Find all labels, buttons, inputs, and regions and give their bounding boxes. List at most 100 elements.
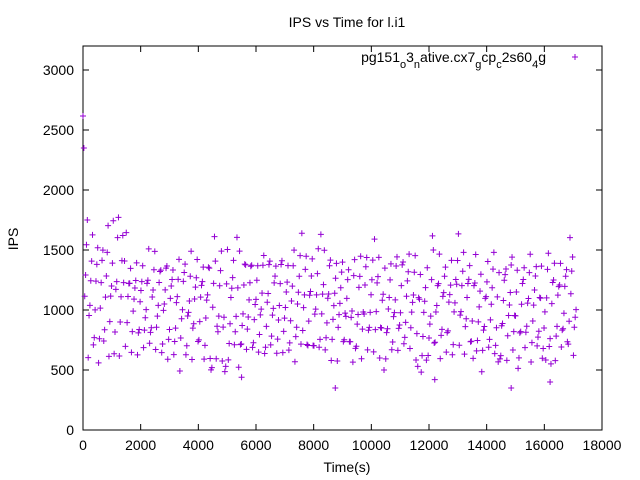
data-point [420, 309, 427, 316]
data-point [227, 320, 234, 327]
data-point [552, 357, 559, 364]
data-point [416, 296, 423, 303]
data-point [516, 329, 523, 336]
x-axis-ticks: 0 2000 4000 6000 8000 10000 12000 14000 16000 180… [79, 46, 622, 453]
data-point [279, 349, 286, 356]
data-point [99, 247, 106, 254]
data-point [129, 328, 136, 335]
data-point [150, 286, 157, 293]
data-point [170, 351, 177, 358]
data-point [386, 294, 393, 301]
data-point [336, 300, 343, 307]
data-point [314, 270, 321, 277]
data-point [80, 113, 86, 120]
data-point [370, 348, 377, 355]
data-point [451, 299, 458, 306]
data-point [406, 251, 413, 258]
data-point [304, 342, 311, 349]
data-point [304, 341, 311, 348]
data-point [374, 273, 381, 280]
data-point [195, 336, 202, 343]
data-point [456, 342, 463, 349]
data-point [145, 245, 152, 252]
data-point [238, 340, 245, 347]
data-point [291, 247, 298, 254]
data-point [234, 284, 241, 291]
data-point [394, 347, 401, 354]
data-point [490, 266, 497, 273]
data-point [291, 358, 298, 365]
data-point [499, 320, 506, 327]
data-point [102, 294, 109, 301]
data-point [247, 263, 254, 270]
legend-subscript: c [496, 59, 502, 71]
data-point [392, 296, 399, 303]
data-point [568, 268, 575, 275]
data-point [175, 276, 182, 283]
data-point [369, 257, 376, 264]
data-point [137, 287, 144, 294]
data-point [408, 309, 415, 316]
data-point [87, 277, 94, 284]
data-point [131, 296, 138, 303]
data-point [220, 314, 227, 321]
data-point [359, 326, 366, 333]
data-point [211, 233, 218, 240]
data-point [355, 284, 362, 291]
data-point [308, 272, 315, 279]
data-point [391, 309, 398, 316]
data-point [174, 293, 181, 300]
data-point [495, 358, 502, 365]
data-point [176, 256, 183, 263]
data-point [233, 313, 240, 320]
data-point [273, 350, 280, 357]
y-tick-label: 1000 [43, 302, 74, 318]
data-point [171, 338, 178, 345]
data-point [214, 323, 221, 330]
data-point [106, 318, 113, 325]
data-point [461, 351, 468, 358]
data-point [118, 293, 125, 300]
data-point [435, 280, 442, 287]
data-point [322, 346, 329, 353]
data-point [255, 349, 262, 356]
data-point [225, 356, 232, 363]
data-point [97, 305, 104, 312]
data-point [530, 302, 537, 309]
chart-title: IPS vs Time for l.i1 [289, 14, 406, 30]
data-point [510, 328, 517, 335]
data-point [379, 297, 386, 304]
data-point [326, 262, 333, 269]
data-point [296, 273, 303, 280]
data-point [562, 273, 569, 280]
data-point [467, 338, 474, 345]
data-point [257, 311, 264, 318]
data-point [452, 276, 459, 283]
data-point [366, 324, 373, 331]
data-point [186, 297, 193, 304]
data-point [321, 247, 328, 254]
data-point [490, 249, 497, 256]
data-point [468, 338, 475, 345]
data-point [363, 254, 370, 261]
data-point [222, 363, 229, 370]
data-point [274, 336, 281, 343]
data-point [425, 352, 432, 359]
data-point [521, 264, 528, 271]
data-point [119, 232, 126, 239]
data-point [371, 236, 378, 243]
data-point [350, 272, 357, 279]
data-point [142, 314, 149, 321]
data-point [233, 234, 240, 241]
data-point [373, 308, 380, 315]
data-point [454, 257, 461, 264]
data-point [540, 345, 547, 352]
data-point [518, 301, 525, 308]
data-point [265, 261, 272, 268]
data-point [430, 247, 437, 254]
data-point [115, 214, 122, 221]
data-point [157, 267, 164, 274]
data-point [179, 306, 186, 313]
data-point [284, 279, 291, 286]
data-point [311, 311, 318, 318]
